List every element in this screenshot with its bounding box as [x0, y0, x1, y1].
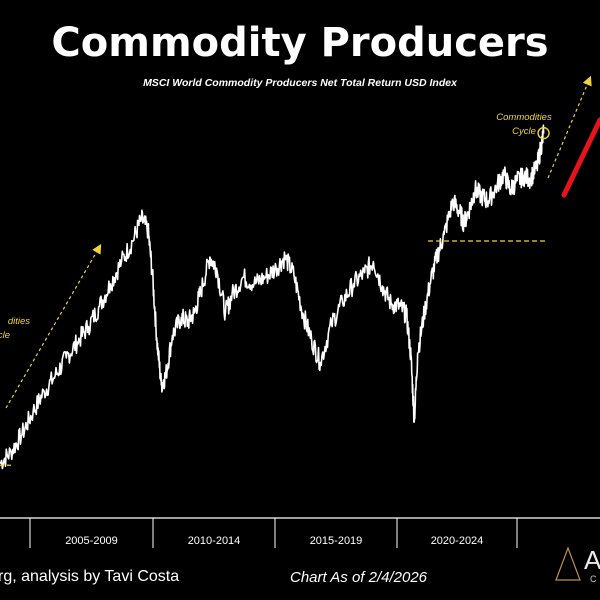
brand-logo: A — [584, 545, 600, 575]
right-cycle-label-line1: Commodities — [496, 112, 552, 123]
left-cycle-label-line2: cle — [0, 330, 10, 341]
right-cycle-label-line2: Cycle — [512, 126, 536, 137]
annotations-layer: dities cle Commodities Cycle — [0, 75, 600, 581]
chart-subtitle: MSCI World Commodity Producers Net Total… — [143, 77, 457, 89]
as-of-date: Chart As of 2/4/2026 — [290, 569, 428, 586]
x-tick-label-1: 2010-2014 — [188, 535, 241, 547]
chart-title: Commodity Producers — [51, 20, 549, 66]
right-cycle-arrow — [547, 75, 592, 179]
source-credit: rg, analysis by Tavi Costa — [0, 568, 180, 585]
logo-triangle-icon — [555, 546, 581, 581]
endpoint-marker — [537, 126, 550, 140]
x-axis: 2005-2009 2010-2014 2015-2019 2020-2024 — [0, 517, 600, 548]
x-tick-label-0: 2005-2009 — [65, 535, 118, 547]
series-line — [0, 124, 545, 470]
left-cycle-arrow — [5, 243, 102, 409]
x-tick-label-2: 2015-2019 — [310, 535, 363, 547]
brand-logo-sub: C — [590, 574, 597, 584]
x-tick-label-3: 2020-2024 — [431, 535, 484, 547]
left-cycle-label-line1: dities — [8, 316, 30, 327]
plot-area — [0, 124, 545, 470]
red-trend-arrow — [561, 117, 600, 198]
